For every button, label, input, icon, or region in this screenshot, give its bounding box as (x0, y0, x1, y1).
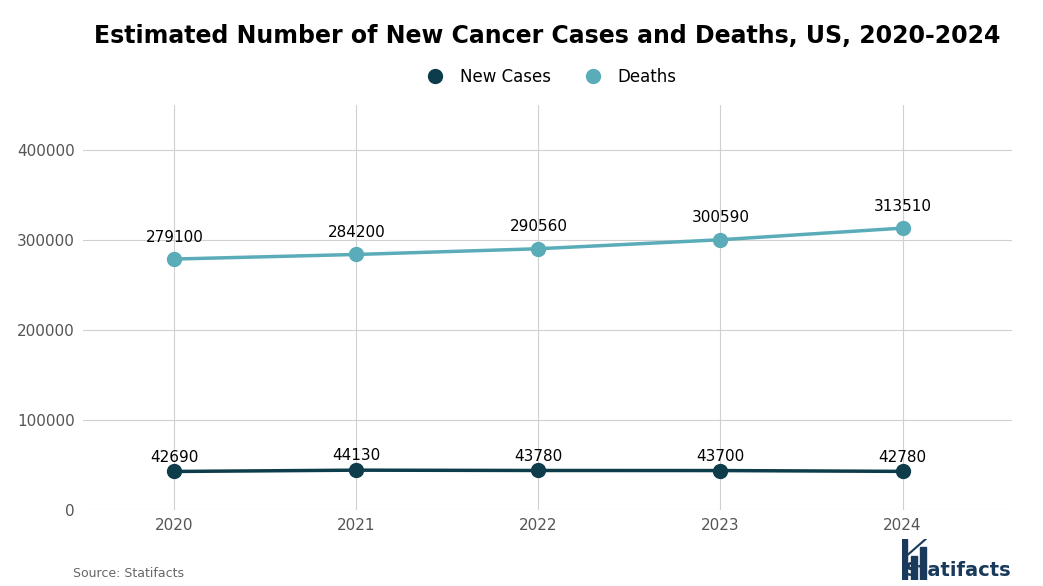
Deaths (714, 236, 727, 243)
Text: 290560: 290560 (509, 219, 567, 234)
Text: 279100: 279100 (146, 230, 203, 245)
Deaths (532, 245, 544, 252)
New Cases (350, 466, 363, 473)
Text: 42690: 42690 (150, 449, 198, 465)
Text: Statifacts: Statifacts (905, 561, 1012, 580)
Text: 44130: 44130 (333, 448, 381, 464)
Text: 284200: 284200 (328, 225, 385, 240)
Bar (902, 539, 907, 580)
Deaths (896, 224, 908, 231)
Bar (920, 547, 926, 580)
Text: 300590: 300590 (692, 210, 750, 226)
Deaths (168, 255, 180, 263)
New Cases (168, 468, 180, 475)
Text: 42780: 42780 (878, 449, 926, 465)
Text: 313510: 313510 (873, 199, 931, 214)
Text: 43700: 43700 (697, 449, 745, 464)
Legend: New Cases, Deaths: New Cases, Deaths (412, 62, 683, 93)
New Cases (532, 467, 544, 474)
Line: Deaths: Deaths (168, 221, 909, 266)
Bar (912, 556, 917, 580)
New Cases (714, 467, 727, 474)
New Cases (896, 468, 908, 475)
Text: Source: Statifacts: Source: Statifacts (73, 567, 184, 580)
Line: New Cases: New Cases (168, 463, 909, 478)
Deaths (350, 251, 363, 258)
Text: 43780: 43780 (514, 449, 562, 464)
Title: Estimated Number of New Cancer Cases and Deaths, US, 2020-2024: Estimated Number of New Cancer Cases and… (94, 24, 1001, 48)
